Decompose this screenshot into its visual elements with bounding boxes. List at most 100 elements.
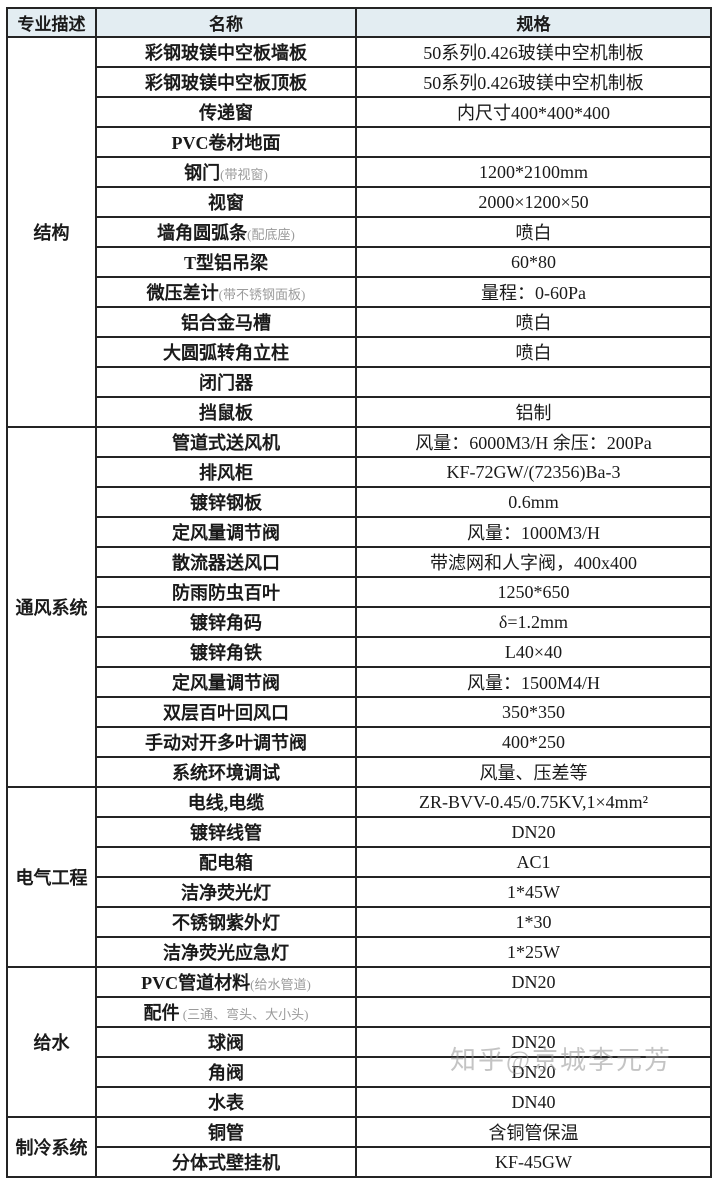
header-name: 名称: [95, 7, 357, 38]
table-row: 视窗 2000×1200×50: [7, 186, 712, 218]
spec-cell: DN20: [355, 966, 712, 998]
table-row: 铝合金马槽 喷白: [7, 306, 712, 338]
table-row: 传递窗 内尺寸400*400*400: [7, 96, 712, 128]
table-row: 配件 (三通、弯头、大小头): [7, 996, 712, 1028]
spec-cell: L40×40: [355, 636, 712, 668]
table-row: 大圆弧转角立柱 喷白: [7, 336, 712, 368]
table-header-row: 专业描述 名称 规格: [6, 7, 712, 38]
item-name: 定风量调节阀: [172, 673, 280, 693]
name-cell: 墙角圆弧条(配底座): [95, 216, 357, 248]
item-name: 定风量调节阀: [172, 523, 280, 543]
spec-cell: DN20: [355, 1026, 712, 1058]
item-name: 手动对开多叶调节阀: [145, 733, 307, 753]
name-cell: 彩钢玻镁中空板顶板: [95, 66, 357, 98]
spec-table-body: 结构 彩钢玻镁中空板墙板 50系列0.426玻镁中空机制板 彩钢玻镁中空板顶板 50系列…: [6, 36, 712, 1178]
item-name: 镀锌线管: [190, 823, 262, 843]
category-cell: 通风系统: [6, 426, 97, 788]
spec-cell: 含铜管保温: [355, 1116, 712, 1148]
item-name-note: (给水管道): [250, 977, 311, 992]
spec-cell: 喷白: [355, 216, 712, 248]
item-name: 散流器送风口: [172, 553, 280, 573]
header-spec: 规格: [355, 7, 712, 38]
table-row: 不锈钢紫外灯 1*30: [7, 906, 712, 938]
name-cell: 铜管: [95, 1116, 357, 1148]
spec-cell: δ=1.2mm: [355, 606, 712, 638]
name-cell: 大圆弧转角立柱: [95, 336, 357, 368]
name-cell: PVC管道材料(给水管道): [95, 966, 357, 998]
name-cell: 镀锌线管: [95, 816, 357, 848]
table-row: T型铝吊梁 60*80: [7, 246, 712, 278]
table-row: 系统环境调试 风量、压差等: [7, 756, 712, 788]
table-row: 定风量调节阀 风量：1500M4/H: [7, 666, 712, 698]
spec-cell: [355, 996, 712, 1028]
spec-cell: 风量、压差等: [355, 756, 712, 788]
name-cell: 定风量调节阀: [95, 666, 357, 698]
item-name: 分体式壁挂机: [172, 1153, 280, 1173]
name-cell: 闭门器: [95, 366, 357, 398]
item-name: 钢门: [184, 163, 221, 183]
spec-cell: 带滤网和人字阀，400x400: [355, 546, 712, 578]
item-name: 水表: [208, 1093, 244, 1113]
name-cell: 不锈钢紫外灯: [95, 906, 357, 938]
item-name: 系统环境调试: [172, 763, 280, 783]
category-cell: 制冷系统: [6, 1116, 97, 1178]
name-cell: 彩钢玻镁中空板墙板: [95, 36, 357, 68]
spec-cell: 60*80: [355, 246, 712, 278]
table-row: 制冷系统 铜管 含铜管保温: [6, 1116, 712, 1178]
name-cell: 洁净荧光灯: [95, 876, 357, 908]
table-row: 给水 PVC管道材料(给水管道) DN20: [6, 966, 712, 1118]
header-category: 专业描述: [6, 7, 97, 38]
item-name: 墙角圆弧条: [157, 223, 248, 243]
table-row: 镀锌钢板 0.6mm: [7, 486, 712, 518]
spec-cell: DN40: [355, 1086, 712, 1118]
name-cell: PVC卷材地面: [95, 126, 357, 158]
table-row: 洁净荧光灯 1*45W: [7, 876, 712, 908]
category-cell: 给水: [6, 966, 97, 1118]
category-cell: 电气工程: [6, 786, 97, 968]
name-cell: 手动对开多叶调节阀: [95, 726, 357, 758]
table-row: 配电箱 AC1: [7, 846, 712, 878]
item-name: 镀锌角码: [190, 613, 262, 633]
spec-cell: 喷白: [355, 336, 712, 368]
name-cell: 管道式送风机: [95, 426, 357, 458]
item-name: 角阀: [208, 1063, 244, 1083]
name-cell: 视窗: [95, 186, 357, 218]
item-name: 防雨防虫百叶: [172, 583, 280, 603]
name-cell: 钢门(带视窗): [95, 156, 357, 188]
spec-cell: 风量：1000M3/H: [355, 516, 712, 548]
item-name: 闭门器: [199, 373, 253, 393]
table-row: 电气工程 电线,电缆 ZR-BVV-0.45/0.75KV,1×4mm²: [6, 786, 712, 968]
item-name: 配件: [143, 1003, 180, 1023]
name-cell: 镀锌角铁: [95, 636, 357, 668]
spec-cell: KF-72GW/(72356)Ba-3: [355, 456, 712, 488]
table-row: 微压差计(带不锈钢面板) 量程：0-60Pa: [7, 276, 712, 308]
item-name: 微压差计: [146, 283, 219, 303]
item-name: 球阀: [208, 1033, 244, 1053]
spec-cell: 1*45W: [355, 876, 712, 908]
item-name: 不锈钢紫外灯: [172, 913, 280, 933]
name-cell: 挡鼠板: [95, 396, 357, 428]
spec-cell: 1200*2100mm: [355, 156, 712, 188]
table-row: 闭门器: [7, 366, 712, 398]
spec-cell: DN20: [355, 1056, 712, 1088]
name-cell: 镀锌角码: [95, 606, 357, 638]
page: { "page": { "watermark": "知乎@京城李元芳" }, "…: [6, 7, 712, 1178]
table-row: 洁净荧光应急灯 1*25W: [7, 936, 712, 968]
table-row: 分体式壁挂机 KF-45GW: [7, 1146, 712, 1178]
table-row: 镀锌角码 δ=1.2mm: [7, 606, 712, 638]
spec-cell: 喷白: [355, 306, 712, 338]
spec-cell: 1*25W: [355, 936, 712, 968]
spec-cell: 量程：0-60Pa: [355, 276, 712, 308]
spec-cell: 50系列0.426玻镁中空机制板: [355, 36, 712, 68]
item-name: 铜管: [208, 1123, 244, 1143]
spec-cell: AC1: [355, 846, 712, 878]
name-cell: 散流器送风口: [95, 546, 357, 578]
item-name: 电线,电缆: [187, 793, 265, 813]
spec-cell: 0.6mm: [355, 486, 712, 518]
spec-table: 专业描述 名称 规格 结构 彩钢玻镁中空板墙板 50系列0.426玻镁中空机制板 彩钢…: [6, 7, 712, 1178]
item-name: 铝合金马槽: [181, 313, 271, 333]
name-cell: 电线,电缆: [95, 786, 357, 818]
spec-cell: 风量：6000M3/H 余压：200Pa: [355, 426, 712, 458]
table-row: 双层百叶回风口 350*350: [7, 696, 712, 728]
item-name: 彩钢玻镁中空板顶板: [145, 73, 307, 93]
